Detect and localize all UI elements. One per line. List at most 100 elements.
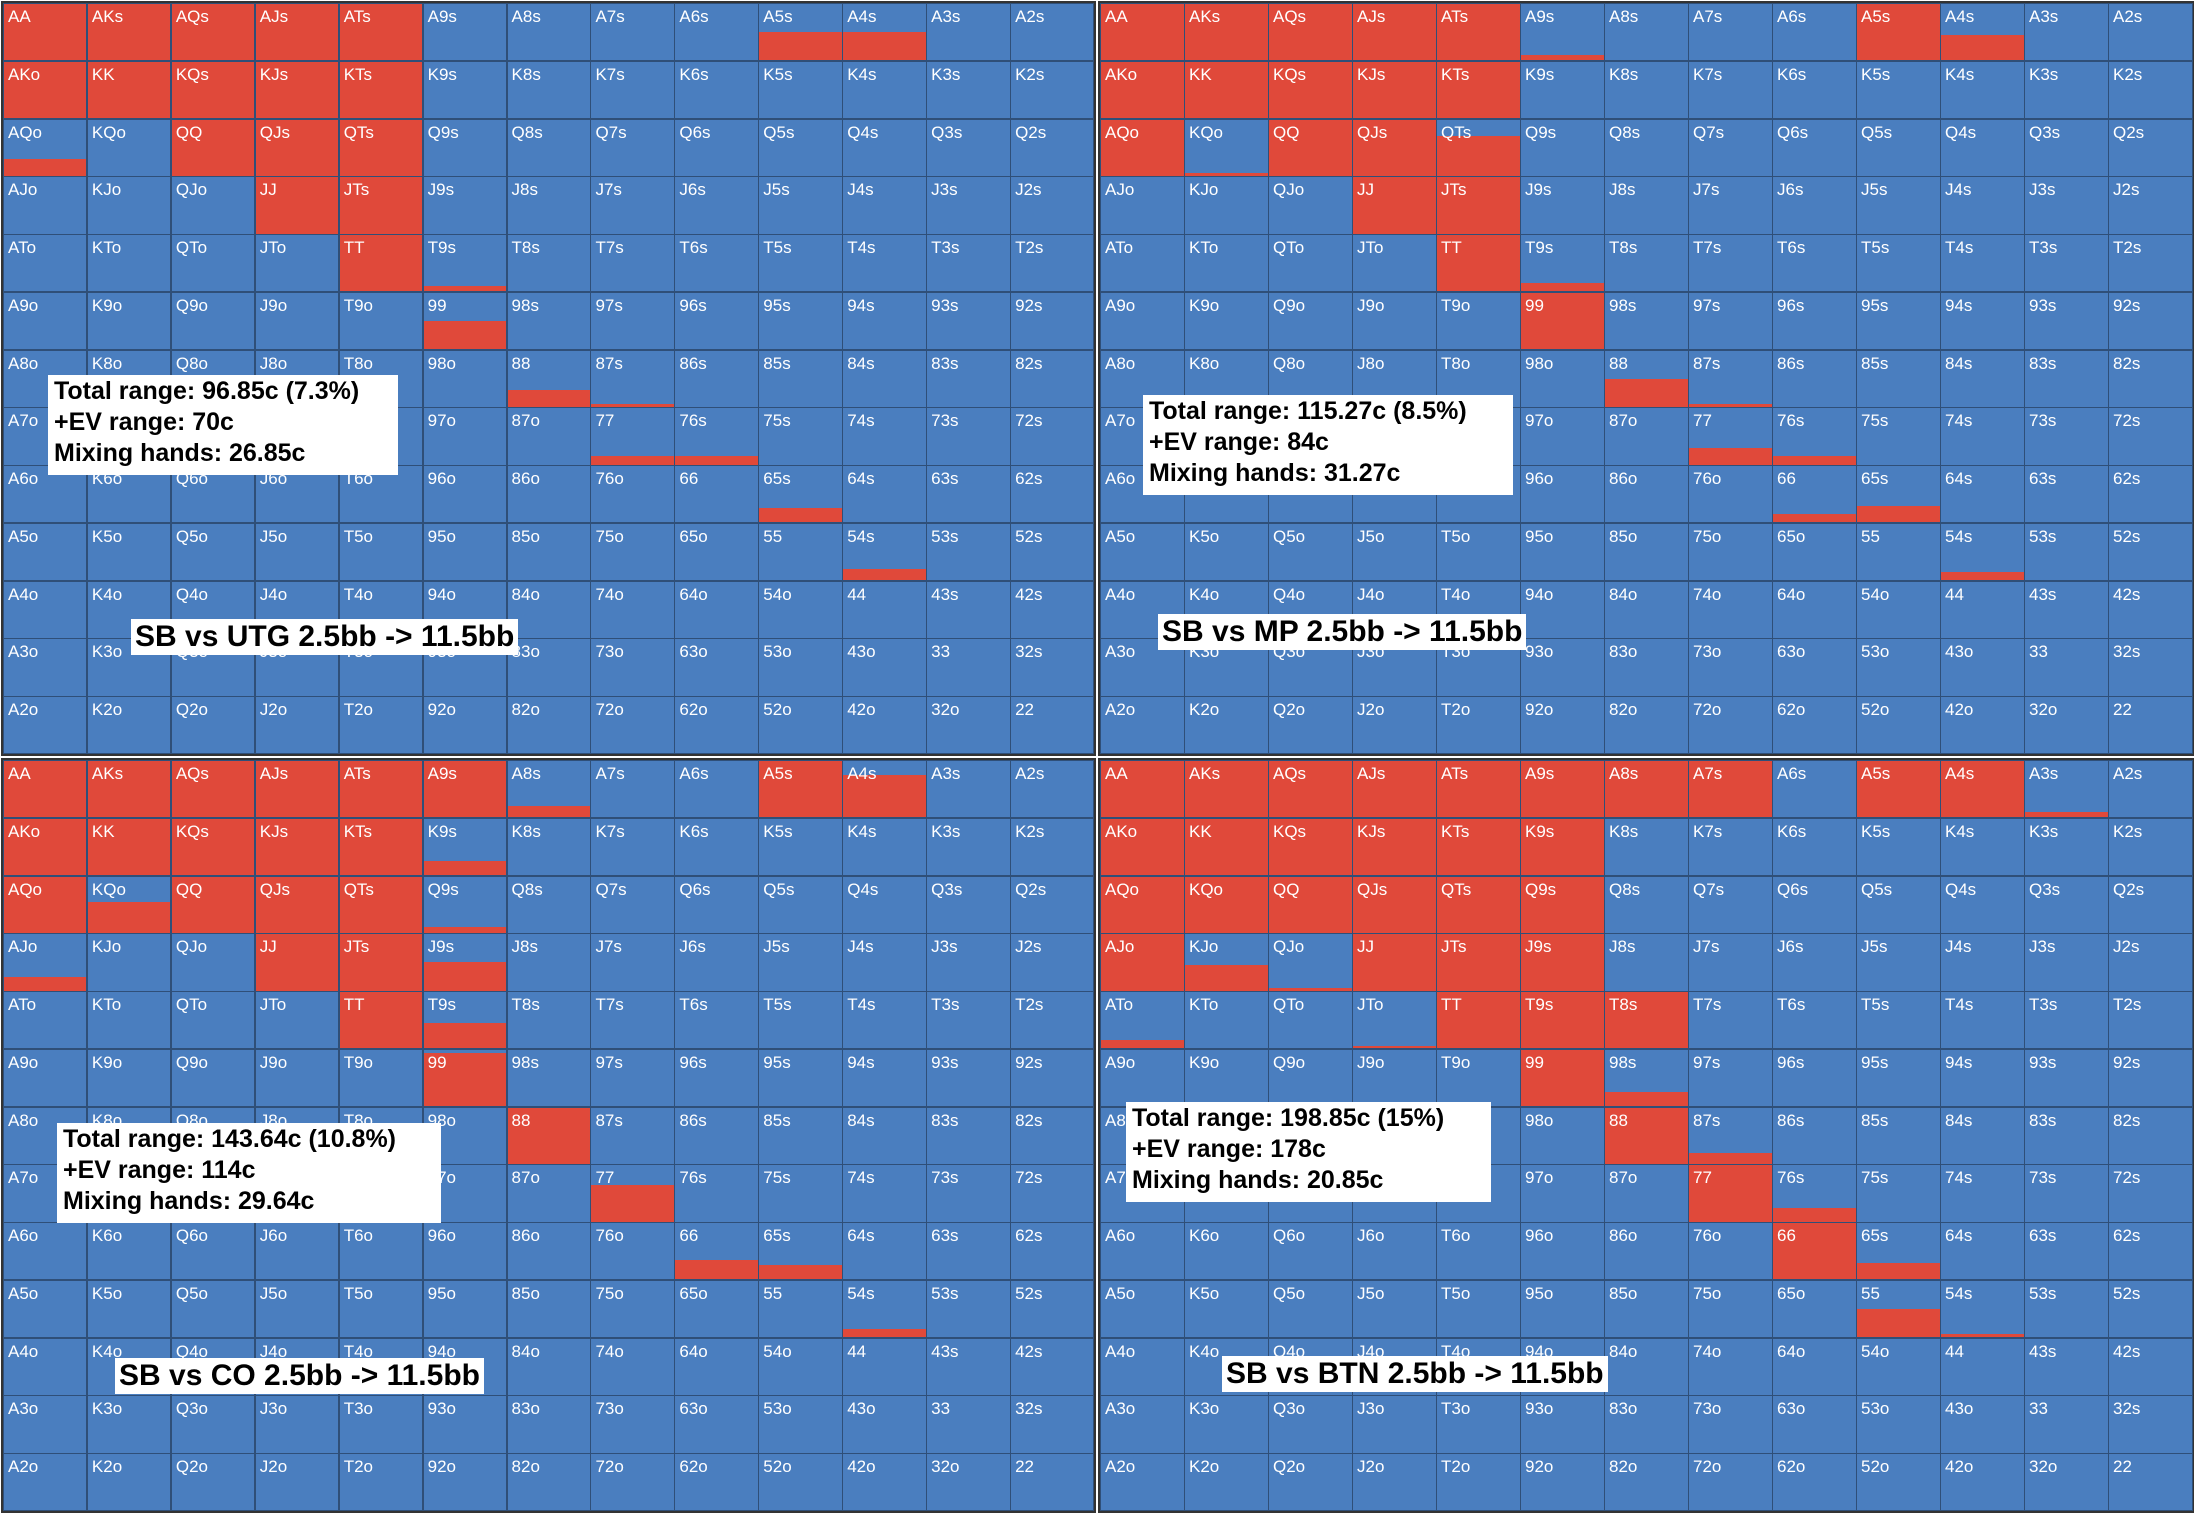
- hand-label: 84o: [1609, 584, 1638, 604]
- hand-cell: 55: [758, 522, 843, 582]
- hand-label: A3o: [1105, 642, 1136, 662]
- hand-cell: KQo: [1184, 118, 1269, 177]
- hand-label: 85s: [1861, 1110, 1889, 1130]
- hand-label: K2o: [91, 700, 123, 720]
- hand-label: T5s: [763, 995, 792, 1015]
- hand-cell: T4s: [842, 991, 927, 1050]
- hand-label: T4o: [343, 584, 373, 604]
- hand-cell: 72s: [2108, 1164, 2193, 1223]
- hand-label: A9o: [8, 1052, 39, 1072]
- hand-cell: 32s: [2108, 1395, 2193, 1454]
- raise-frequency-fill: [1689, 404, 1772, 407]
- hand-label: ATs: [343, 7, 371, 26]
- hand-label: 73s: [931, 411, 959, 431]
- hand-cell: J7s: [1688, 933, 1773, 992]
- hand-cell: Q9o: [1268, 291, 1353, 351]
- hand-label: 86s: [679, 1110, 707, 1130]
- hand-cell: TT: [1436, 991, 1521, 1050]
- hand-label: 54o: [763, 1341, 792, 1361]
- hand-label: 65o: [1777, 1283, 1806, 1303]
- hand-label: 55: [763, 526, 783, 546]
- hand-label: 84o: [511, 1341, 540, 1361]
- hand-label: Q4s: [847, 879, 879, 899]
- raise-frequency-fill: [4, 61, 87, 119]
- hand-cell: Q9s: [1520, 875, 1605, 934]
- hand-label: 42s: [2113, 584, 2141, 604]
- raise-frequency-fill: [1521, 992, 1604, 1049]
- hand-cell: 86o: [1604, 1222, 1689, 1281]
- hand-label: J2o: [1357, 700, 1385, 720]
- hand-label: 85s: [763, 353, 791, 373]
- hand-label: K4o: [91, 1341, 123, 1361]
- hand-label: Q5s: [1861, 122, 1893, 142]
- raise-frequency-fill: [1101, 934, 1184, 991]
- hand-label: AA: [1105, 764, 1128, 783]
- hand-label: KJs: [259, 64, 289, 84]
- hand-cell: 43o: [1940, 638, 2025, 697]
- hand-label: 94o: [1525, 1341, 1554, 1361]
- hand-label: K8o: [91, 353, 123, 373]
- raise-frequency-fill: [1773, 513, 1856, 523]
- hand-label: J9s: [427, 180, 455, 200]
- hand-cell: 52o: [1856, 696, 1941, 755]
- total-range-text: Total range: 198.85c (15%): [1132, 1104, 1445, 1132]
- hand-cell: KJo: [1184, 176, 1269, 235]
- hand-label: J2o: [1357, 1457, 1385, 1477]
- hand-cell: 87s: [590, 1106, 675, 1165]
- hand-label: AJs: [259, 7, 289, 26]
- hand-cell: T5s: [1856, 234, 1941, 293]
- hand-cell: Q7s: [590, 118, 675, 177]
- hand-cell: T7s: [590, 234, 675, 293]
- hand-cell: T6s: [674, 234, 759, 293]
- hand-label: A7o: [8, 1168, 39, 1188]
- hand-cell: 54s: [842, 1279, 927, 1339]
- hand-label: J5s: [1861, 937, 1888, 957]
- hand-cell: AA: [3, 760, 88, 819]
- hand-cell: 82s: [2108, 349, 2193, 408]
- hand-cell: K5s: [1856, 817, 1941, 877]
- hand-cell: 63o: [674, 638, 759, 697]
- hand-label: J3s: [931, 937, 958, 957]
- ev-range-text: +EV range: 84c: [1149, 428, 1329, 456]
- hand-cell: 73o: [590, 1395, 675, 1454]
- hand-cell: K5o: [86, 1279, 172, 1339]
- hand-label: 72o: [1693, 700, 1722, 720]
- hand-cell: 74s: [842, 1164, 927, 1223]
- hand-cell: AA: [1100, 760, 1185, 819]
- hand-cell: 96o: [422, 465, 508, 524]
- hand-label: AKo: [8, 821, 41, 841]
- hand-cell: K5s: [1856, 60, 1941, 120]
- hand-cell: J2o: [254, 696, 340, 755]
- hand-cell: 82o: [1604, 1453, 1689, 1512]
- hand-label: 44: [847, 1341, 867, 1361]
- hand-cell: QQ: [170, 875, 256, 934]
- hand-label: 83s: [2029, 353, 2057, 373]
- hand-label: T2o: [1441, 1457, 1471, 1477]
- hand-label: A6o: [8, 469, 39, 489]
- hand-label: TT: [343, 238, 365, 258]
- hand-label: 92o: [1525, 1457, 1554, 1477]
- hand-label: K2s: [2113, 821, 2143, 841]
- hand-label: 42s: [2113, 1341, 2141, 1361]
- hand-label: A7o: [8, 411, 39, 431]
- hand-label: 74s: [847, 1168, 875, 1188]
- hand-label: 42s: [1015, 584, 1043, 604]
- hand-label: 64o: [1777, 1341, 1806, 1361]
- hand-label: A4o: [1105, 584, 1136, 604]
- hand-label: K6o: [91, 1226, 123, 1246]
- hand-label: 95s: [1861, 295, 1889, 315]
- hand-label: 97s: [1693, 295, 1721, 315]
- hand-cell: 54s: [1940, 522, 2025, 582]
- hand-label: 96o: [427, 1226, 456, 1246]
- hand-cell: 77: [1688, 1164, 1773, 1223]
- raise-frequency-fill: [339, 61, 423, 119]
- hand-cell: T2o: [1436, 696, 1521, 755]
- hand-cell: 62o: [674, 696, 759, 755]
- hand-label: 74o: [1693, 584, 1722, 604]
- hand-cell: AKo: [1100, 817, 1185, 877]
- hand-cell: 44: [842, 1337, 927, 1396]
- hand-cell: K5s: [758, 817, 843, 877]
- hand-label: AQo: [1105, 879, 1140, 899]
- hand-cell: T7s: [1688, 991, 1773, 1050]
- hand-label: Q9s: [427, 879, 459, 899]
